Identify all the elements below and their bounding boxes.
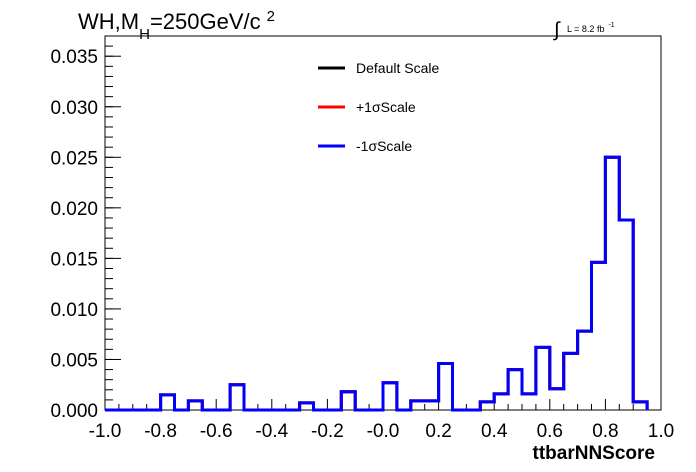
y-tick-label: 0.000 xyxy=(50,401,98,422)
legend-label: Default Scale xyxy=(356,60,439,76)
x-tick-label: 0.4 xyxy=(481,421,508,442)
y-tick-label: 0.005 xyxy=(50,350,98,371)
y-tick-label: 0.025 xyxy=(50,148,98,169)
y-tick-label: 0.035 xyxy=(50,47,98,68)
lumi-sup: -1 xyxy=(608,22,614,29)
y-tick-label: 0.010 xyxy=(50,300,98,321)
lumi-text: L = 8.2 fb xyxy=(567,24,604,34)
y-tick-label: 0.030 xyxy=(50,98,98,119)
series-layer xyxy=(105,155,649,412)
series-0-histogram xyxy=(105,155,649,412)
y-tick-label: 0.015 xyxy=(50,249,98,270)
legend-label: -1σScale xyxy=(356,138,412,154)
chart-title-sub: H xyxy=(139,26,150,43)
x-tick-label: 0.8 xyxy=(592,421,618,442)
x-axis: -1.0 -0.8 -0.6 -0.4 -0.2 -0.0 0.2 0.4 0.6 0.8 1.0 xyxy=(89,399,674,442)
series-2-histogram xyxy=(105,155,649,412)
x-tick-label: -1.0 xyxy=(89,421,122,442)
x-tick-label: -0.4 xyxy=(255,421,288,442)
x-tick-label: 1.0 xyxy=(648,421,674,442)
chart-title-sup: 2 xyxy=(267,8,275,25)
x-tick-label: 0.2 xyxy=(425,421,451,442)
series-1-histogram xyxy=(105,155,649,412)
legend-label: +1σScale xyxy=(356,99,416,115)
x-tick-label: -0.6 xyxy=(200,421,233,442)
x-axis-title: ttbarNNScore xyxy=(533,443,655,464)
chart-title-rest: =250GeV/c xyxy=(150,9,261,34)
chart-title-main: WH,M xyxy=(78,9,139,34)
lumi-label: L = 8.2 fb -1 xyxy=(567,22,615,34)
x-tick-label: -0.0 xyxy=(367,421,400,442)
x-tick-label: -0.2 xyxy=(311,421,344,442)
x-tick-label: -0.8 xyxy=(144,421,177,442)
y-tick-label: 0.020 xyxy=(50,199,98,220)
legend: Default Scale +1σScale -1σScale xyxy=(318,60,439,154)
y-axis: 0.000 0.005 0.010 0.015 0.020 0.025 0.030 0.035 xyxy=(50,45,121,422)
x-tick-label: 0.6 xyxy=(537,421,563,442)
chart-title: WH,MH=250GeV/c 2 xyxy=(78,8,275,43)
lumi-integral-symbol: ∫ xyxy=(553,19,561,41)
